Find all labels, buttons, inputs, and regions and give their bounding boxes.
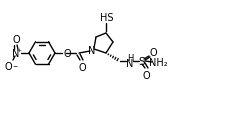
Text: N: N [126,59,134,68]
Text: O: O [142,70,150,80]
Text: NH₂: NH₂ [149,58,167,67]
Text: N: N [88,46,96,56]
Text: O: O [149,48,157,58]
Text: O: O [4,61,12,71]
Text: O: O [64,49,72,59]
Text: HS: HS [100,13,114,23]
Text: N: N [12,49,20,59]
Text: S: S [139,56,145,66]
Text: O: O [12,35,20,45]
Text: −: − [12,63,18,68]
Text: O: O [78,62,86,72]
Text: H: H [127,54,133,63]
Text: +: + [16,47,22,52]
